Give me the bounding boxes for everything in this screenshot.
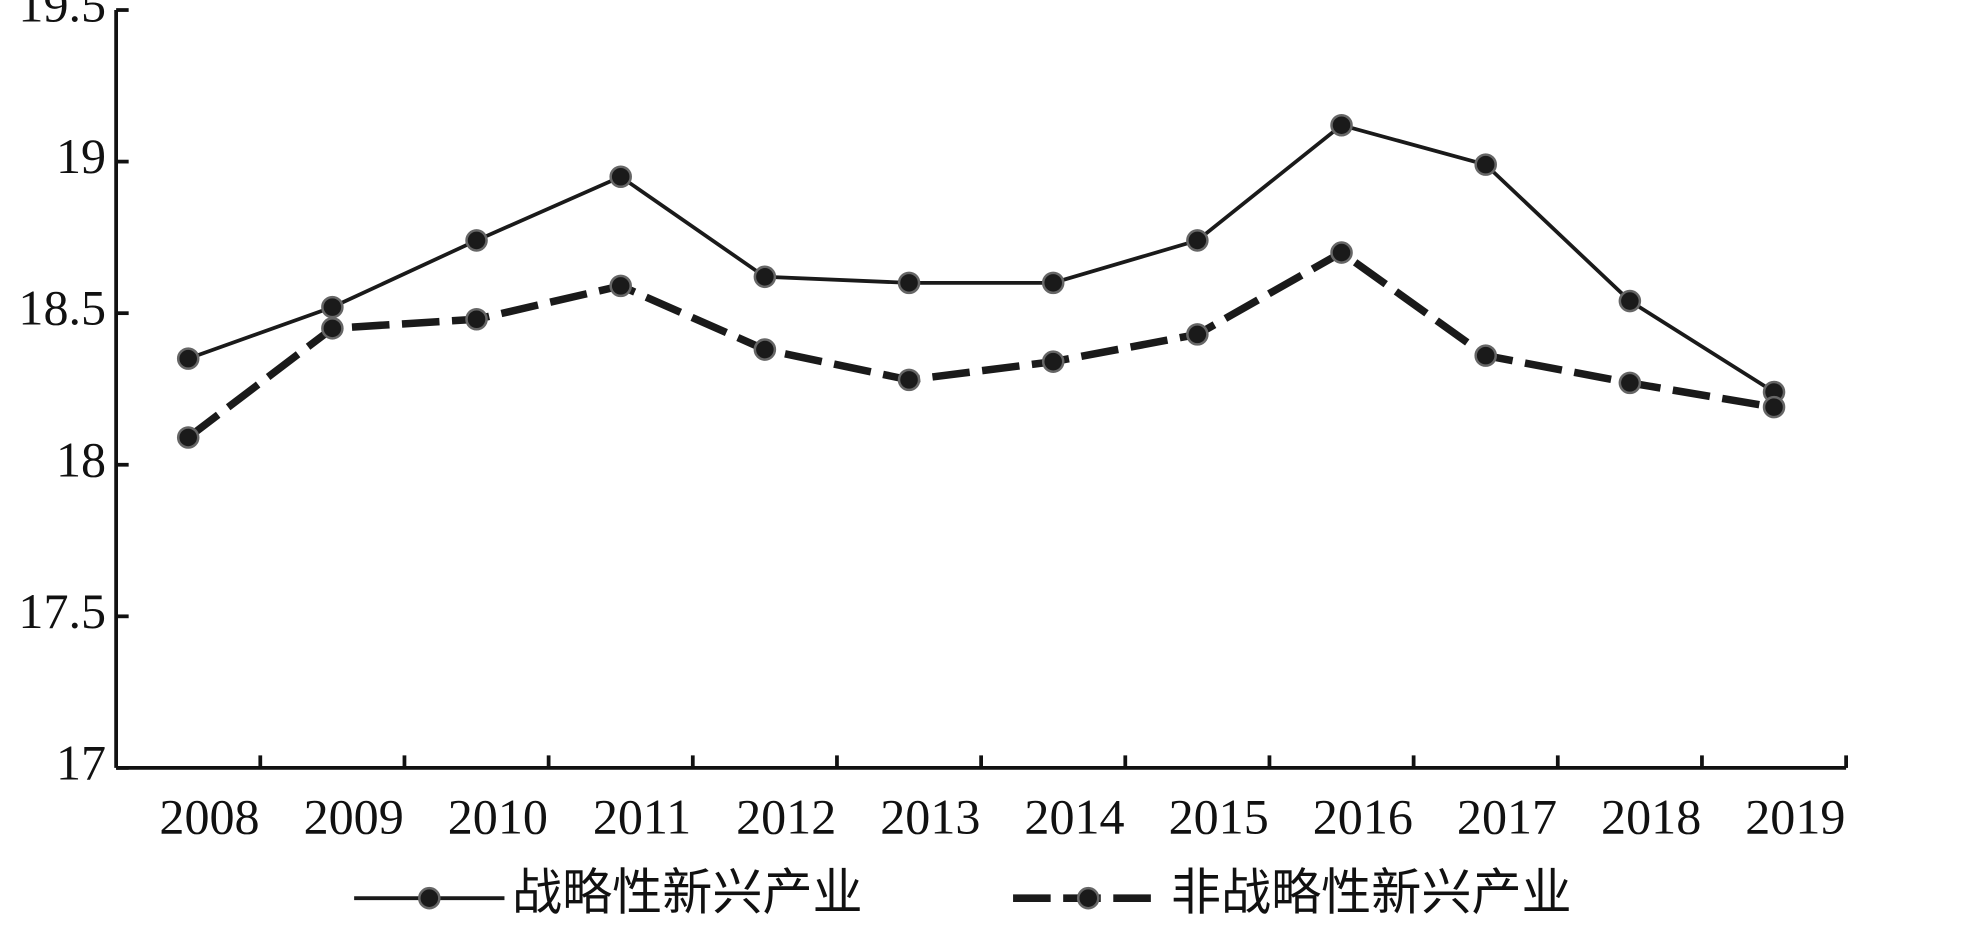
point — [1186, 229, 1209, 252]
x-tick-label: 2010 — [448, 788, 548, 844]
point — [176, 426, 200, 449]
point — [1762, 395, 1786, 419]
y-tick-label: 18 — [56, 431, 106, 487]
point — [753, 338, 777, 361]
point — [321, 317, 344, 340]
point — [897, 368, 921, 392]
y-tick-label: 17.5 — [18, 583, 106, 639]
point — [609, 274, 632, 298]
point — [1186, 323, 1209, 346]
series-line — [185, 248, 1775, 441]
point — [897, 271, 921, 295]
y-tick-label: 19 — [56, 128, 106, 184]
legend-label: 战略性新兴产业 — [512, 865, 863, 921]
x-tick-label: 2015 — [1169, 788, 1269, 844]
x-tick-label: 2017 — [1457, 788, 1557, 844]
point — [1618, 371, 1642, 395]
point — [321, 295, 344, 319]
point — [609, 165, 632, 189]
y-tick-label: 17 — [56, 734, 106, 790]
point — [1041, 271, 1065, 295]
x-tick-label: 2016 — [1313, 788, 1413, 844]
point — [1330, 113, 1353, 137]
point — [1041, 350, 1065, 373]
point — [1618, 289, 1642, 313]
y-tick-label: 18.5 — [18, 280, 106, 336]
y-tick-label: 19.5 — [18, 0, 106, 33]
point — [1330, 241, 1353, 264]
legend-marker — [418, 886, 441, 910]
point — [753, 265, 777, 289]
x-tick-label: 2009 — [304, 788, 404, 844]
series-line — [187, 123, 1776, 394]
legend-label: 非战略性新兴产业 — [1171, 865, 1572, 921]
x-tick-label: 2013 — [880, 788, 980, 844]
point — [465, 307, 488, 331]
x-tick-label: 2008 — [159, 788, 259, 844]
legend-marker — [1076, 886, 1100, 910]
point — [1474, 153, 1497, 176]
point — [176, 347, 200, 370]
x-tick-label: 2011 — [593, 788, 691, 844]
x-tick-label: 2019 — [1745, 788, 1845, 844]
point — [1474, 344, 1497, 367]
point — [465, 229, 488, 252]
x-tick-label: 2014 — [1024, 788, 1124, 844]
x-tick-label: 2018 — [1601, 788, 1701, 844]
x-tick-label: 2012 — [736, 788, 836, 844]
